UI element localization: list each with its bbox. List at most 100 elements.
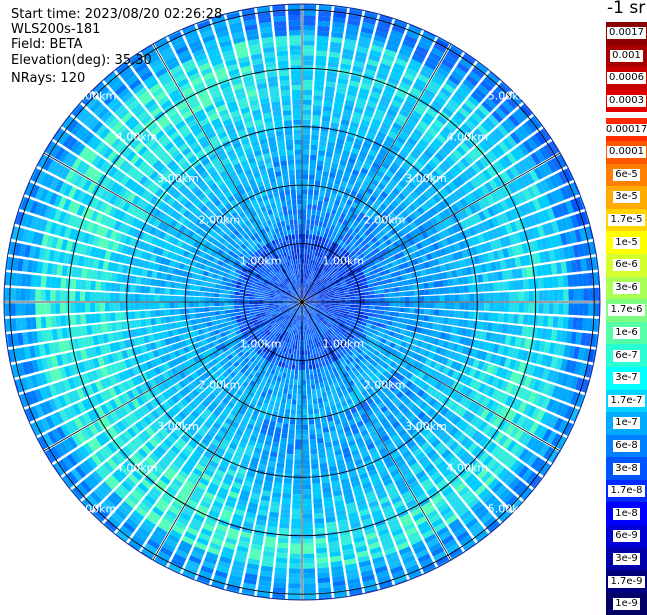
beta-gate: [10, 288, 15, 301]
beta-gate: [293, 355, 296, 360]
beta-gate: [291, 534, 301, 539]
beta-gate: [245, 290, 250, 293]
beta-gate: [100, 313, 106, 322]
beta-gate: [292, 364, 295, 369]
beta-gate: [274, 572, 286, 578]
beta-gate: [244, 293, 249, 296]
beta-gate: [306, 370, 309, 375]
beta-gate: [275, 427, 282, 433]
beta-gate: [150, 287, 156, 294]
beta-gate: [374, 310, 379, 314]
beta-gate: [288, 588, 301, 593]
beta-gate: [65, 315, 71, 326]
beta-gate: [355, 305, 360, 308]
beta-gate: [304, 335, 306, 340]
beta-gate: [308, 404, 313, 409]
beta-gate: [316, 538, 327, 544]
beta-gate: [292, 514, 301, 519]
beta-gate: [204, 297, 209, 301]
beta-gate: [379, 311, 384, 315]
beta-gate: [31, 317, 37, 329]
beta-gate: [293, 484, 301, 489]
beta-gate: [254, 295, 259, 298]
beta-gate: [150, 295, 155, 302]
beta-gate: [40, 303, 45, 314]
beta-gate: [95, 314, 101, 323]
beta-gate: [281, 508, 290, 514]
beta-gate: [165, 281, 171, 287]
beta-gate: [315, 418, 321, 424]
beta-gate: [274, 577, 287, 583]
beta-gate: [449, 310, 455, 317]
beta-gate: [354, 311, 359, 314]
beta-gate: [587, 318, 593, 331]
beta-gate: [286, 454, 293, 460]
beta-gate: [419, 309, 424, 315]
beta-gate: [298, 380, 302, 385]
beta-gate: [293, 390, 297, 395]
beta-gate: [297, 395, 301, 400]
beta-gate: [321, 477, 329, 483]
beta-gate: [364, 309, 369, 312]
beta-gate: [219, 302, 224, 306]
beta-gate: [280, 403, 285, 409]
beta-gate: [385, 302, 390, 306]
beta-gate: [25, 289, 30, 301]
beta-gate: [388, 316, 394, 321]
beta-gate: [498, 313, 504, 322]
beta-gate: [387, 321, 393, 326]
beta-gate: [180, 309, 185, 315]
beta-gate: [275, 563, 287, 569]
beta-gate: [110, 283, 116, 292]
beta-gate: [110, 293, 115, 301]
beta-gate: [303, 499, 312, 504]
beta-gate: [400, 302, 405, 307]
beta-gate: [288, 434, 294, 439]
beta-gate: [181, 321, 187, 327]
beta-gate: [299, 355, 302, 360]
beta-gate: [279, 448, 286, 454]
beta-gate: [51, 277, 57, 288]
beta-gate: [276, 422, 282, 428]
beta-gate: [310, 374, 314, 379]
beta-gate: [181, 277, 187, 283]
beta-gate: [317, 438, 324, 444]
beta-gate: [204, 292, 209, 297]
beta-gate: [221, 319, 227, 324]
beta-gate: [222, 277, 228, 282]
beta-gate: [280, 382, 285, 388]
beta-gate: [303, 564, 315, 569]
beta-gate: [120, 284, 126, 292]
beta-gate: [282, 393, 287, 399]
beta-gate: [281, 433, 287, 439]
beta-gate: [290, 544, 301, 549]
beta-gate: [488, 313, 494, 322]
beta-gate: [140, 286, 146, 293]
beta-gate: [454, 303, 459, 310]
beta-gate: [306, 375, 310, 380]
beta-gate: [254, 305, 259, 307]
beta-gate: [303, 444, 310, 449]
beta-gate: [25, 303, 30, 315]
beta-gate: [249, 307, 254, 310]
beta-gate: [180, 290, 185, 296]
beta-gate: [225, 314, 231, 318]
beta-gate: [194, 297, 199, 302]
beta-gate: [264, 304, 269, 306]
beta-gate: [382, 320, 388, 325]
beta-gate: [135, 303, 140, 310]
beta-gate: [61, 316, 67, 327]
beta-gate: [20, 289, 25, 301]
beta-gate: [115, 293, 120, 301]
beta-gate: [115, 283, 121, 291]
beta-gate: [288, 364, 292, 369]
beta-gate: [135, 285, 141, 293]
beta-gate: [95, 292, 100, 301]
beta-gate: [225, 310, 230, 314]
beta-gate: [224, 298, 229, 301]
beta-gate: [397, 323, 403, 328]
beta-gate: [307, 394, 312, 399]
beta-gate: [303, 479, 311, 484]
beta-gate: [323, 376, 328, 382]
beta-gate: [316, 428, 322, 434]
